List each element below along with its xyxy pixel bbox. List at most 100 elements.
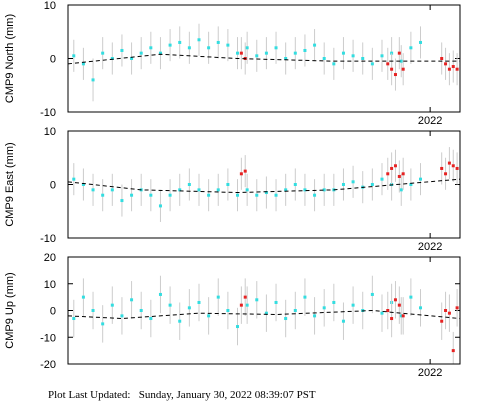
panel: CMP9 North (mm) -10 0 10 2022 xyxy=(4,0,461,127)
data-point xyxy=(168,193,172,197)
data-point xyxy=(397,174,401,178)
data-point xyxy=(370,183,374,186)
y-tick-label: 0 xyxy=(50,306,56,318)
x-tick-label: 2022 xyxy=(418,241,442,253)
data-point xyxy=(303,48,307,52)
plot-frame xyxy=(67,4,461,113)
data-point xyxy=(390,317,394,321)
data-point xyxy=(245,188,249,192)
data-point xyxy=(419,40,423,44)
data-point xyxy=(386,172,390,176)
x-tick-label: 2022 xyxy=(418,115,442,127)
data-point xyxy=(440,166,444,170)
data-point xyxy=(207,46,211,50)
data-point xyxy=(303,188,307,192)
data-point xyxy=(81,183,85,186)
data-point xyxy=(110,188,114,192)
data-point xyxy=(101,193,105,197)
data-point xyxy=(447,67,451,71)
data-point xyxy=(168,43,172,47)
data-point xyxy=(361,57,365,60)
data-point xyxy=(293,51,297,55)
data-point xyxy=(380,54,384,58)
data-point xyxy=(386,309,390,312)
data-point xyxy=(245,303,249,307)
data-point xyxy=(81,62,85,66)
data-point xyxy=(120,48,124,52)
data-point xyxy=(322,57,326,60)
data-point xyxy=(264,51,268,55)
data-point xyxy=(322,306,326,310)
data-point xyxy=(393,164,397,168)
data-point xyxy=(419,306,423,310)
data-point xyxy=(313,314,317,318)
data-point xyxy=(255,193,259,197)
data-point xyxy=(207,193,211,197)
data-point xyxy=(216,40,220,44)
y-tick-label: -20 xyxy=(40,359,56,371)
data-point xyxy=(390,67,394,71)
data-point xyxy=(284,57,288,60)
data-point xyxy=(351,303,355,307)
data-point xyxy=(380,311,384,315)
data-point xyxy=(178,188,182,192)
y-tick-label: 0 xyxy=(50,54,56,66)
data-point xyxy=(444,309,448,312)
data-point xyxy=(440,319,444,323)
data-point xyxy=(101,322,105,326)
data-point xyxy=(72,177,76,181)
data-point xyxy=(397,303,401,307)
data-point xyxy=(444,62,448,66)
data-point xyxy=(187,183,191,186)
data-point xyxy=(284,188,288,192)
data-point xyxy=(130,57,134,60)
data-point xyxy=(236,325,240,329)
data-point xyxy=(130,298,134,302)
data-point xyxy=(322,188,326,192)
data-point xyxy=(91,78,95,82)
y-axis-label: CMP9 East (mm) xyxy=(4,142,16,226)
data-point xyxy=(401,67,405,71)
data-point xyxy=(401,314,405,318)
data-point xyxy=(158,51,162,55)
data-point xyxy=(178,40,182,44)
y-tick-label: -10 xyxy=(40,107,56,119)
y-tick-label: 10 xyxy=(44,126,56,138)
data-point xyxy=(393,298,397,302)
data-point xyxy=(341,183,345,186)
data-point xyxy=(455,306,459,310)
data-point xyxy=(197,38,201,42)
data-point xyxy=(274,46,278,50)
data-point xyxy=(332,300,336,304)
data-point xyxy=(239,172,243,176)
data-point xyxy=(293,309,297,312)
data-point xyxy=(451,164,455,168)
data-point xyxy=(197,188,201,192)
y-tick-label: 10 xyxy=(44,0,56,12)
data-point xyxy=(264,311,268,315)
data-point xyxy=(447,161,451,165)
data-point xyxy=(390,166,394,170)
data-point xyxy=(401,172,405,176)
data-point xyxy=(158,204,162,208)
data-point xyxy=(101,51,105,55)
data-point xyxy=(245,46,249,50)
data-point xyxy=(303,295,307,299)
data-point xyxy=(332,62,336,66)
data-point xyxy=(284,317,288,321)
data-point xyxy=(243,169,247,173)
data-point xyxy=(455,166,459,170)
data-point xyxy=(149,46,153,50)
data-point xyxy=(216,295,220,299)
data-point xyxy=(226,309,230,312)
data-point xyxy=(264,191,268,195)
data-point xyxy=(370,62,374,66)
trend-line xyxy=(67,178,461,194)
data-point xyxy=(178,319,182,323)
data-point xyxy=(236,51,240,55)
plot-frame xyxy=(67,256,461,365)
data-point xyxy=(187,46,191,50)
data-point xyxy=(239,51,243,55)
